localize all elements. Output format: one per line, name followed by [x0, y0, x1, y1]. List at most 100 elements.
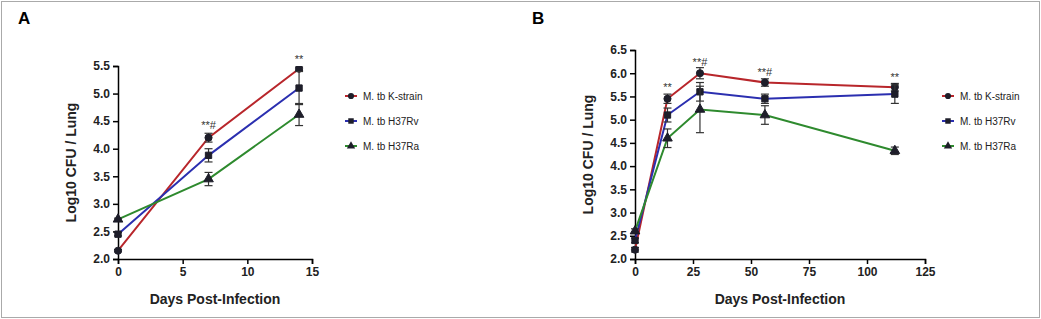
annotation: ** [663, 81, 672, 93]
legend-item: M. tb H37Ra [942, 141, 1017, 152]
tick: 75 [803, 259, 817, 279]
series-line [635, 92, 895, 241]
tick: 3.5 [93, 170, 118, 184]
legend-label: M. tb H37Ra [363, 141, 420, 152]
tick-label: 3.0 [93, 197, 110, 211]
tick: 6.5 [610, 43, 635, 57]
error-cap [891, 154, 899, 155]
tick-label: 0 [115, 265, 122, 279]
legend-label: M. tb H37Rv [363, 116, 419, 127]
error-cap [761, 94, 769, 95]
tick-mark [630, 73, 635, 75]
data-point [664, 95, 671, 102]
tick-mark [925, 259, 927, 264]
error-cap [696, 78, 704, 79]
tick-label: 25 [687, 265, 701, 279]
annotation: **# [693, 56, 709, 68]
tick: 5.0 [610, 113, 635, 127]
legend-item: M. tb K-strain [345, 91, 422, 102]
series-line [118, 69, 299, 251]
tick: 3.0 [610, 206, 635, 220]
axis-line [119, 260, 313, 265]
tick: 6.0 [610, 67, 635, 81]
data-point [114, 247, 121, 254]
error-cap [663, 103, 671, 104]
data-point [892, 91, 898, 97]
data-point [113, 214, 123, 222]
error-cap [696, 82, 704, 83]
legend: M. tb K-strain M. tb H37Rv M. tb H37Ra [345, 91, 422, 152]
tick-label: 4.5 [610, 136, 627, 150]
error-cap [205, 148, 213, 149]
error-bar [663, 129, 671, 148]
data-point [205, 152, 211, 158]
tick-label: 3.0 [610, 206, 627, 220]
data-point [115, 231, 121, 237]
x-axis-title: Days Post-Infection [715, 291, 846, 307]
tick-label: 0 [632, 265, 639, 279]
tick-mark [113, 259, 118, 261]
tick-mark [113, 66, 118, 68]
tick: 15 [306, 259, 320, 279]
annotation: ** [891, 71, 900, 83]
y-axis-title: Log10 CFU / Lung [63, 103, 79, 223]
x-axis: 0 5 10 15 [115, 259, 319, 279]
tick-mark [630, 212, 635, 214]
annotation: **# [201, 119, 217, 131]
error-cap [696, 132, 704, 133]
tick-mark [113, 148, 118, 150]
data-point [664, 112, 670, 118]
data-point [205, 134, 212, 141]
tick: 4.5 [93, 114, 118, 128]
tick-label: 10 [241, 265, 255, 279]
data-point [761, 79, 768, 86]
tick-label: 5 [180, 265, 187, 279]
axis-line [636, 260, 926, 265]
error-cap [663, 128, 671, 129]
tick: 125 [915, 259, 935, 279]
error-cap [891, 103, 899, 104]
legend-label: M. tb K-strain [363, 91, 422, 102]
figure-border [2, 2, 1040, 318]
error-bar [696, 86, 704, 132]
error-bar [663, 94, 671, 103]
tick-label: 15 [306, 265, 320, 279]
legend-marker [347, 141, 355, 148]
tick: 4.0 [93, 142, 118, 156]
tick: 100 [857, 259, 877, 279]
tick-mark [630, 259, 635, 261]
series-line [118, 88, 299, 234]
data-point [296, 85, 302, 91]
tick-mark [182, 259, 184, 264]
error-bar [295, 72, 303, 105]
tick-mark [751, 259, 753, 264]
tick-label: 5.0 [610, 113, 627, 127]
tick-mark [867, 259, 869, 264]
legend-item: M. tb H37Ra [345, 141, 420, 152]
error-bar [631, 238, 639, 243]
error-bar [761, 79, 769, 86]
tick-label: 5.0 [93, 87, 110, 101]
tick: 3.5 [610, 183, 635, 197]
plot-area [113, 66, 304, 254]
tick: 4.0 [610, 159, 635, 173]
tick-label: 3.5 [93, 170, 110, 184]
tick: 2.0 [610, 252, 635, 266]
legend-item: M. tb H37Rv [345, 116, 419, 127]
legend-label: M. tb K-strain [960, 91, 1019, 102]
panel-label: A [18, 9, 30, 28]
tick-label: 5.5 [93, 59, 110, 73]
tick: 5 [180, 259, 187, 279]
error-cap [761, 124, 769, 125]
tick-mark [113, 121, 118, 123]
data-point [630, 226, 640, 234]
tick: 3.0 [93, 197, 118, 211]
tick-label: 75 [803, 265, 817, 279]
figure: A0510152.02.53.03.54.04.55.05.5Days Post… [0, 0, 1041, 319]
tick-mark [113, 176, 118, 178]
error-bar [696, 68, 704, 79]
tick-mark [693, 259, 695, 264]
data-point [760, 109, 770, 117]
series-line [635, 109, 895, 231]
tick-mark [630, 143, 635, 145]
